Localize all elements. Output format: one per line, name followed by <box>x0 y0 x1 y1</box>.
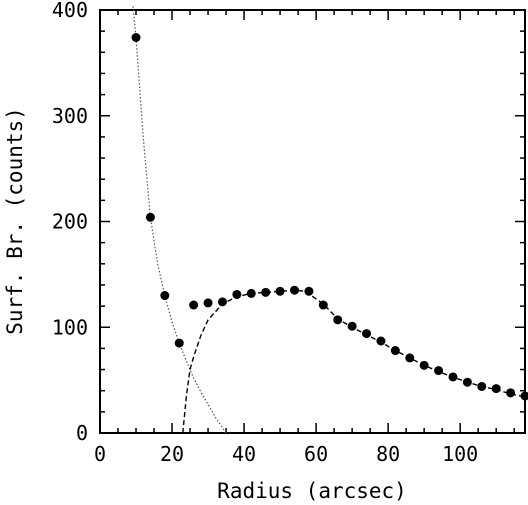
data-point <box>462 377 472 387</box>
x-tick-label: 0 <box>94 442 106 466</box>
data-point <box>347 321 357 331</box>
x-tick-label: 40 <box>232 442 256 466</box>
data-point <box>304 286 314 296</box>
data-point <box>390 346 400 356</box>
model-curves <box>132 5 525 433</box>
data-point <box>145 212 155 222</box>
data-point <box>520 391 528 401</box>
data-point <box>203 298 213 308</box>
data-point <box>289 285 299 295</box>
dashed-fit-curve <box>182 289 525 433</box>
data-point <box>419 360 429 370</box>
data-point <box>246 288 256 298</box>
x-tick-label: 60 <box>304 442 328 466</box>
data-point <box>232 289 242 299</box>
y-tick-labels: 0 100 200 300 400 <box>52 0 88 445</box>
data-point <box>376 336 386 346</box>
data-point <box>160 291 170 301</box>
data-point <box>261 287 271 297</box>
x-tick-label: 100 <box>442 442 478 466</box>
data-point <box>275 286 285 296</box>
data-point <box>477 381 487 391</box>
data-point <box>448 372 458 382</box>
y-tick-label: 300 <box>52 104 88 128</box>
data-point <box>318 300 328 310</box>
x-axis-label: Radius (arcsec) <box>217 479 407 503</box>
data-point <box>189 300 199 310</box>
data-point <box>434 366 444 376</box>
data-points <box>131 32 528 401</box>
data-point <box>217 297 227 307</box>
y-tick-label: 100 <box>52 315 88 339</box>
data-point <box>131 32 141 42</box>
y-tick-label: 0 <box>76 421 88 445</box>
data-point <box>362 329 372 339</box>
x-tick-label: 20 <box>160 442 184 466</box>
x-tick-labels: 0 20 40 60 80 100 <box>94 442 478 466</box>
data-point <box>506 388 516 398</box>
plot-frame <box>99 9 526 434</box>
data-point <box>174 338 184 348</box>
data-point <box>405 353 415 363</box>
y-tick-label: 200 <box>52 210 88 234</box>
axis-ticks <box>99 9 525 434</box>
data-point <box>491 384 501 394</box>
x-tick-label: 80 <box>376 442 400 466</box>
y-tick-label: 400 <box>52 0 88 22</box>
y-axis-label: Surf. Br. (counts) <box>3 107 27 335</box>
data-point <box>333 315 343 325</box>
